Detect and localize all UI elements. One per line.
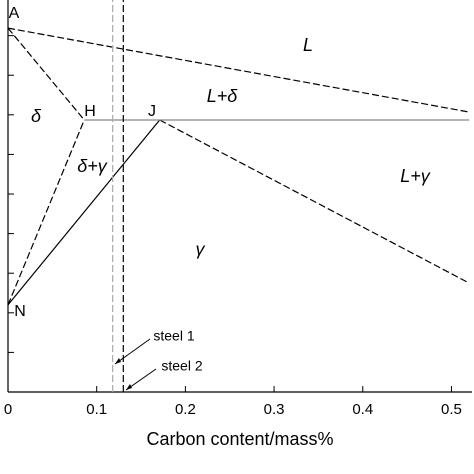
annotation: J <box>148 103 156 120</box>
x-axis-label: Carbon content/mass% <box>146 429 333 449</box>
x-tick-label: 0.2 <box>175 401 196 418</box>
annotation: N <box>14 303 26 320</box>
x-tick-label: 0.3 <box>264 401 285 418</box>
phase-boundary <box>159 119 470 284</box>
annotation: γ <box>196 239 206 259</box>
arrowhead <box>126 384 132 390</box>
annotation: δ+γ <box>77 156 108 176</box>
arrowhead <box>115 358 121 364</box>
annotation: steel 2 <box>161 358 202 374</box>
annotation: L <box>303 35 313 55</box>
phase-boundary <box>7 119 161 306</box>
phase-boundary <box>7 119 85 306</box>
annotation: L+δ <box>207 86 239 106</box>
annotation: H <box>84 103 96 120</box>
x-tick-label: 0 <box>4 401 12 418</box>
annotation: A <box>9 5 20 22</box>
phase-boundary <box>7 27 470 113</box>
x-tick-label: 0.4 <box>352 401 373 418</box>
annotation: δ <box>31 106 42 126</box>
phase-boundary <box>7 27 85 121</box>
annotation: L+γ <box>400 166 431 186</box>
annotation: steel 1 <box>153 328 194 344</box>
arrow <box>114 338 151 365</box>
x-tick-label: 0.1 <box>86 401 107 418</box>
x-tick-label: 0.5 <box>441 401 462 418</box>
